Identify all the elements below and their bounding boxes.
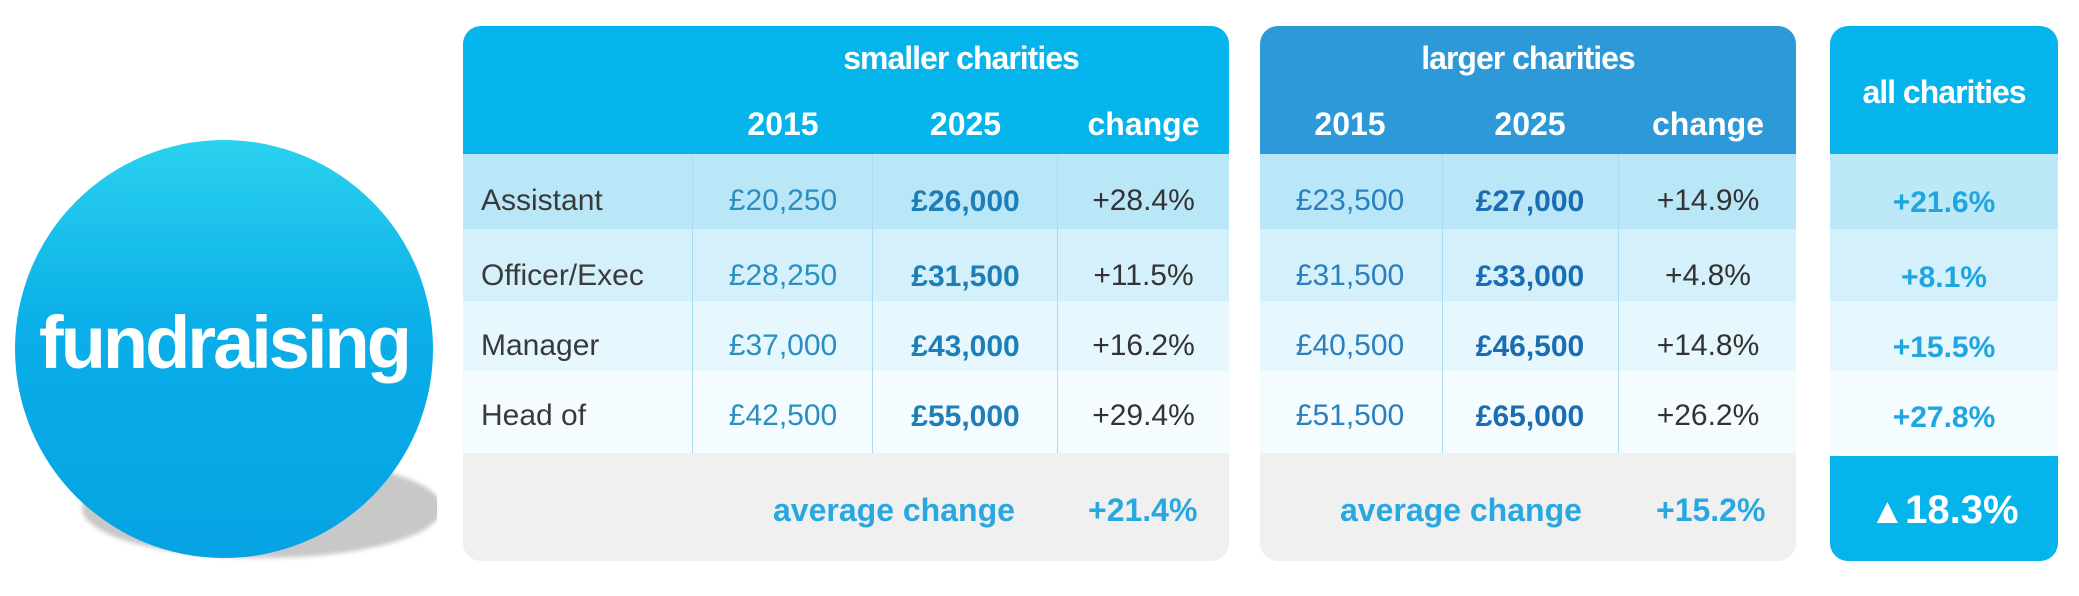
panel-title: all charities: [1862, 74, 2026, 110]
role-label: Head of: [481, 399, 587, 432]
table-header: [1260, 26, 1796, 154]
value-change: +29.4%: [1092, 399, 1195, 432]
role-label: Officer/Exec: [481, 259, 644, 292]
col-2015: 2015: [1314, 106, 1386, 142]
col-change: change: [1651, 106, 1765, 142]
value-2015: £20,250: [728, 184, 838, 217]
value-2025: £65,000: [1475, 400, 1585, 433]
value-change: +16.2%: [1092, 329, 1195, 362]
total-value: 18.3%: [1905, 488, 2019, 532]
table-row: [1260, 229, 1796, 301]
average-value: +21.4%: [1088, 492, 1198, 528]
panel-title: smaller charities: [843, 40, 1080, 76]
value-2015: £40,500: [1295, 329, 1405, 362]
all-change-value: +21.6%: [1892, 186, 1996, 219]
total-row: [1830, 456, 2058, 561]
table-row: [1830, 371, 2058, 453]
value-2015: £37,000: [728, 329, 838, 362]
col-2015: 2015: [747, 106, 819, 142]
value-change: +4.8%: [1665, 259, 1751, 292]
value-2015: £42,500: [728, 399, 838, 432]
average-label: average change: [773, 492, 1015, 528]
value-2015: £28,250: [728, 259, 838, 292]
col-2025: 2025: [1494, 106, 1566, 142]
value-2015: £31,500: [1295, 259, 1405, 292]
value-2025: £33,000: [1475, 260, 1585, 293]
col-2025: 2025: [929, 106, 1002, 142]
table-row: [1260, 154, 1796, 229]
total-change: ▲18.3%: [1830, 488, 2058, 533]
value-change: +26.2%: [1656, 399, 1760, 432]
value-2015: £51,500: [1295, 399, 1405, 432]
category-badge: [15, 140, 433, 558]
value-2025: £46,500: [1475, 330, 1585, 363]
value-2025: £31,500: [911, 260, 1020, 293]
table-row: [1830, 229, 2058, 301]
value-2025: £27,000: [1475, 185, 1585, 218]
value-change: +11.5%: [1093, 259, 1194, 292]
table-row: [1830, 154, 2058, 229]
category-label: fundraising: [39, 301, 412, 384]
all-change-value: +8.1%: [1901, 261, 1987, 294]
all-change-value: +15.5%: [1892, 331, 1996, 364]
col-change: change: [1087, 106, 1200, 142]
value-2025: £26,000: [911, 185, 1020, 218]
table-row: [1260, 301, 1796, 371]
value-change: +14.8%: [1656, 329, 1760, 362]
role-label: Assistant: [481, 184, 603, 217]
larger-charities-table: larger charities 2015 2025 change £23,50…: [1260, 26, 1796, 561]
table-row: [1260, 371, 1796, 453]
smaller-charities-table: smaller charities 2015 2025 change Assis…: [463, 26, 1229, 561]
table-row: [463, 301, 1229, 371]
average-row: [463, 453, 1229, 561]
average-label: average change: [1340, 492, 1582, 528]
value-2025: £43,000: [911, 330, 1020, 363]
table-row: [1830, 301, 2058, 371]
table-header: [463, 26, 1229, 154]
role-label: Manager: [481, 329, 600, 362]
table-header: [1830, 26, 2058, 154]
value-change: +14.9%: [1656, 184, 1760, 217]
table-row: [463, 371, 1229, 453]
average-row: [1260, 453, 1796, 561]
average-value: +15.2%: [1656, 492, 1766, 528]
value-2025: £55,000: [911, 400, 1020, 433]
value-2015: £23,500: [1295, 184, 1405, 217]
table-row: [463, 229, 1229, 301]
table-row: [463, 154, 1229, 229]
value-change: +28.4%: [1092, 184, 1195, 217]
panel-title: larger charities: [1421, 40, 1635, 76]
up-triangle-icon: ▲: [1869, 490, 1906, 531]
all-change-value: +27.8%: [1892, 401, 1996, 434]
all-charities-table: all charities +21.6% +8.1% +15.5% +27.8%…: [1830, 26, 2058, 561]
